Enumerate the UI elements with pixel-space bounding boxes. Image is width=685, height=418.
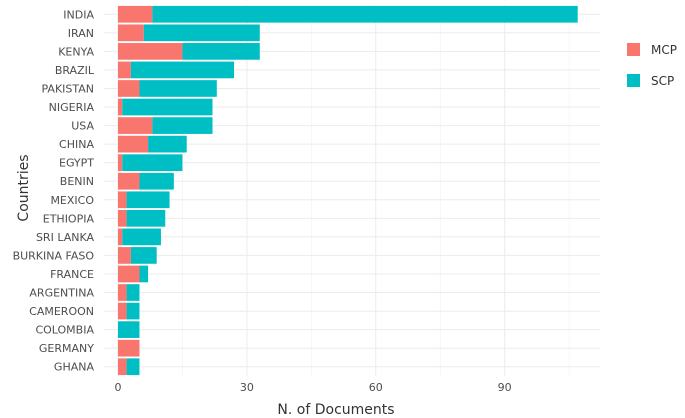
bar-mcp-usa [118,117,153,134]
bar-scp-egypt [122,154,183,172]
y-tick-label: IRAN [68,27,94,40]
bar-scp-benin [139,172,174,190]
legend-key-scp [627,74,640,87]
bar-mcp-germany [118,339,140,357]
bar-scp-india [152,5,578,23]
bar-mcp-india [118,5,153,23]
y-tick-label: ARGENTINA [29,287,94,300]
grid-lines [104,5,600,376]
legend-label-scp: SCP [651,74,674,88]
y-tick-label: CAMEROON [29,305,94,318]
bar-scp-ghana [126,358,140,376]
bar-mcp-burkina-faso [118,247,131,264]
y-tick-label: BURKINA FASO [13,249,95,262]
bar-mcp-mexico [118,191,127,209]
y-tick-label: MEXICO [50,194,94,207]
y-tick-label: KENYA [58,45,94,58]
bar-mcp-cameroon [118,302,127,320]
y-tick-label: GHANA [54,361,95,374]
bar-mcp-brazil [118,61,131,79]
bar-scp-cameroon [126,302,140,320]
x-tick-labels: 0 30 60 90 [115,381,512,394]
x-tick-label: 60 [369,381,383,394]
y-tick-label: SRI LANKA [36,231,95,244]
y-tick-label: PAKISTAN [41,82,94,95]
bar-scp-argentina [126,284,140,301]
bar-mcp-ethiopia [118,209,127,227]
bar-mcp-pakistan [118,80,140,97]
y-tick-label: INDIA [63,8,94,21]
y-tick-label: ETHIOPIA [43,212,95,225]
bar-scp-nigeria [122,98,213,116]
bar-scp-sri-lanka [122,228,161,246]
x-tick-label: 0 [115,381,122,394]
y-tick-label: USA [71,120,94,133]
y-tick-label: BRAZIL [55,64,95,77]
bar-mcp-ghana [118,358,127,376]
bar-mcp-kenya [118,43,183,60]
bar-scp-france [139,265,149,283]
bar-scp-brazil [130,61,234,79]
bar-scp-usa [152,117,213,134]
x-tick-label: 90 [498,381,512,394]
y-tick-label: EGYPT [59,157,94,170]
y-tick-labels: INDIA IRAN KENYA BRAZIL PAKISTAN NIGERIA USA CH… [13,8,95,373]
bar-mcp-france [118,265,140,283]
bar-mcp-argentina [118,284,127,301]
bar-mcp-sri-lanka [118,228,123,246]
bar-scp-iran [143,24,260,42]
bar-scp-colombia [118,321,140,338]
bar-mcp-benin [118,172,140,190]
bar-scp-kenya [182,43,260,60]
bar-mcp-egypt [118,154,123,172]
bar-scp-china [148,135,187,153]
bar-mcp-china [118,135,149,153]
bar-scp-pakistan [139,80,217,97]
bar-scp-burkina-faso [130,247,157,264]
bar-scp-mexico [126,191,170,209]
y-tick-label: BENIN [60,175,94,188]
y-tick-label: FRANCE [50,268,94,281]
bar-scp-ethiopia [126,209,166,227]
legend-label-mcp: MCP [651,43,677,57]
y-tick-label: COLOMBIA [35,324,94,337]
bar-mcp-nigeria [118,98,123,116]
bars [118,5,578,376]
y-tick-label: CHINA [59,138,94,151]
y-axis-title: Countries [16,154,32,221]
x-axis-title: N. of Documents [277,402,394,418]
bar-mcp-iran [118,24,144,42]
legend: MCP SCP [627,43,677,88]
x-tick-label: 30 [240,381,254,394]
y-tick-label: GERMANY [39,342,94,355]
legend-key-mcp [627,43,640,56]
y-tick-label: NIGERIA [49,101,95,114]
